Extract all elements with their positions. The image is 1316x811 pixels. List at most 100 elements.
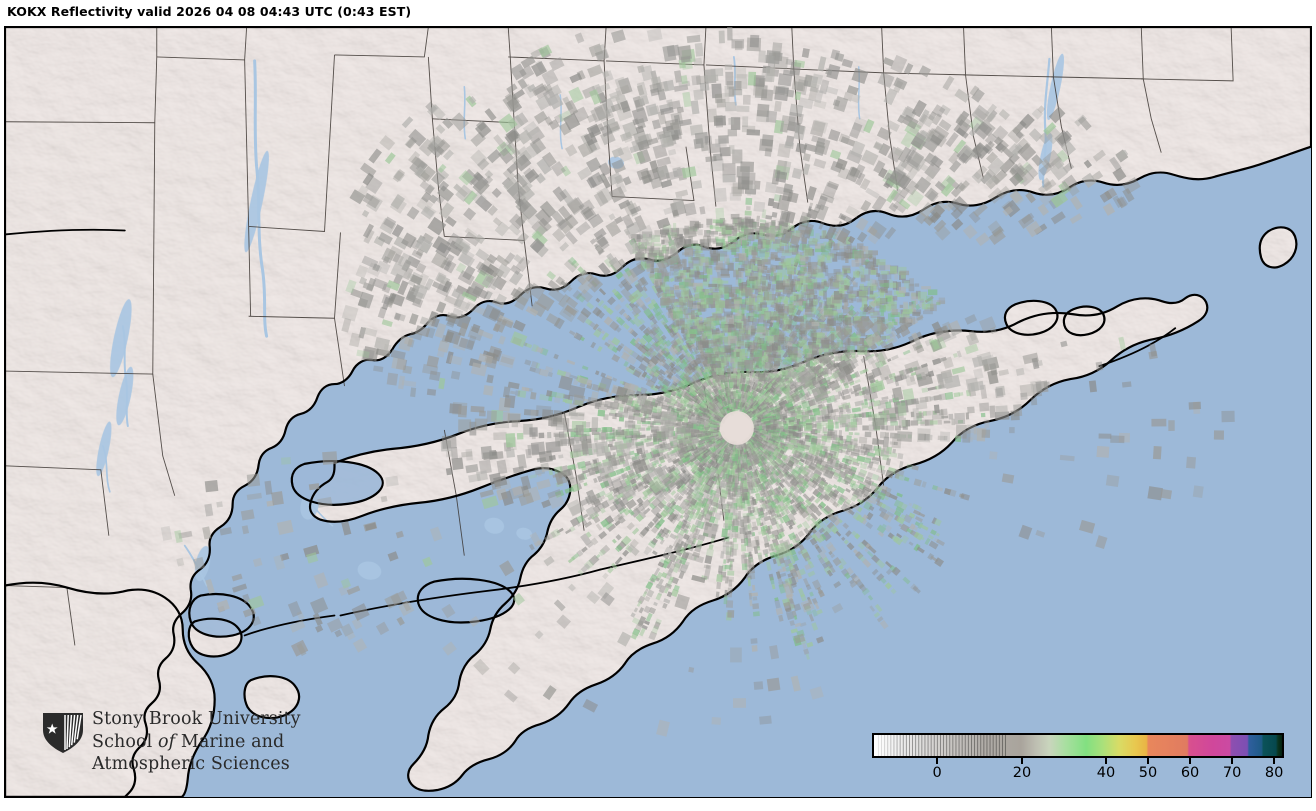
radar-gate (877, 464, 886, 471)
radar-gate (809, 512, 818, 521)
radar-gate (931, 517, 938, 525)
radar-gate (845, 488, 851, 493)
radar-gate (811, 450, 819, 457)
radar-gate (925, 410, 932, 416)
radar-gate (816, 422, 822, 429)
radar-gate (851, 425, 858, 431)
radar-gate (857, 541, 866, 550)
radar-gate (847, 509, 855, 516)
radar-gate (854, 432, 860, 436)
county-boundary (1142, 78, 1162, 153)
radar-gate (880, 449, 890, 458)
title-bar: KOKX Reflectivity valid 2026 04 08 04:43… (0, 0, 1316, 25)
radar-gate (879, 577, 887, 584)
radar-gate (868, 448, 874, 454)
radar-gate (716, 581, 722, 590)
radar-gate (832, 501, 839, 508)
radar-gate (876, 491, 886, 501)
radar-gate (902, 426, 908, 430)
radar-gate (799, 468, 809, 477)
radar-gate (825, 422, 835, 429)
radar-gate (896, 533, 903, 539)
radar-gate (748, 592, 752, 600)
radar-gate (591, 431, 600, 435)
radar-gate (920, 536, 925, 541)
radar-gate (878, 506, 888, 514)
radar-gate (895, 506, 905, 513)
radar-gate (871, 568, 879, 576)
radar-gate (852, 511, 862, 522)
radar-gate (856, 498, 863, 504)
radar-gate (906, 463, 914, 470)
barrier-beach (339, 568, 601, 617)
radar-gate (895, 473, 905, 481)
radar-gate (854, 551, 864, 560)
radar-gate (822, 517, 830, 525)
island-outline (243, 675, 301, 720)
county-boundary (1141, 27, 1234, 82)
radar-gate (893, 535, 903, 546)
radar-gate (859, 462, 868, 470)
radar-gate (804, 424, 813, 431)
radar-gate (731, 533, 739, 538)
radar-gate (820, 506, 830, 516)
radar-gate (845, 458, 852, 465)
lake (484, 517, 505, 534)
county-boundary (248, 54, 335, 232)
radar-gate (943, 435, 948, 441)
radar-gate (851, 491, 860, 499)
radar-gate (715, 591, 720, 598)
radar-map-panel[interactable] (4, 26, 1312, 798)
radar-gate (787, 466, 797, 475)
radar-gate (810, 517, 818, 525)
radar-gate (888, 452, 898, 458)
radar-gate (864, 548, 869, 553)
radar-gate (851, 473, 862, 481)
radar-gate (862, 425, 869, 431)
radar-gate (761, 449, 769, 457)
radar-gate (930, 529, 937, 536)
radar-gate (870, 445, 876, 451)
radar-gate (821, 430, 829, 434)
radar-gate (927, 553, 935, 561)
radar-gate (838, 518, 843, 524)
radar-gate (827, 429, 833, 436)
radar-gate (822, 472, 832, 479)
radar-map-canvas[interactable] (5, 27, 1311, 797)
radar-gate (909, 523, 916, 531)
radar-gate (914, 504, 922, 511)
radar-gate (723, 559, 727, 564)
radar-gate (876, 524, 887, 534)
radar-gate (868, 495, 878, 505)
radar-gate (951, 418, 956, 426)
radar-gate (836, 485, 846, 494)
river (732, 56, 737, 106)
radar-gate (888, 493, 898, 501)
radar-gate (960, 493, 970, 501)
radar-gate (814, 451, 824, 459)
radar-gate (514, 390, 521, 397)
radar-gate (776, 465, 785, 473)
radar-gate (856, 455, 866, 463)
radar-gate (728, 579, 733, 587)
radar-gate (751, 645, 758, 652)
county-boundary (5, 465, 110, 536)
radar-gate (844, 480, 849, 486)
radar-gate (845, 450, 851, 456)
radar-gate (896, 516, 906, 525)
radar-gate (859, 476, 865, 483)
radar-gate (881, 425, 888, 431)
radar-gate (790, 457, 800, 465)
radar-gate (791, 494, 800, 504)
radar-gate (892, 448, 897, 454)
radar-gate (530, 391, 537, 400)
radar-gate (740, 531, 746, 540)
coastline (5, 581, 216, 797)
radar-gate (786, 432, 793, 439)
radar-gate (740, 538, 746, 544)
radar-gate (913, 543, 921, 552)
radar-gate (808, 502, 819, 514)
radar-gate (835, 445, 843, 451)
radar-gate (863, 461, 868, 466)
radar-gate (948, 413, 954, 420)
